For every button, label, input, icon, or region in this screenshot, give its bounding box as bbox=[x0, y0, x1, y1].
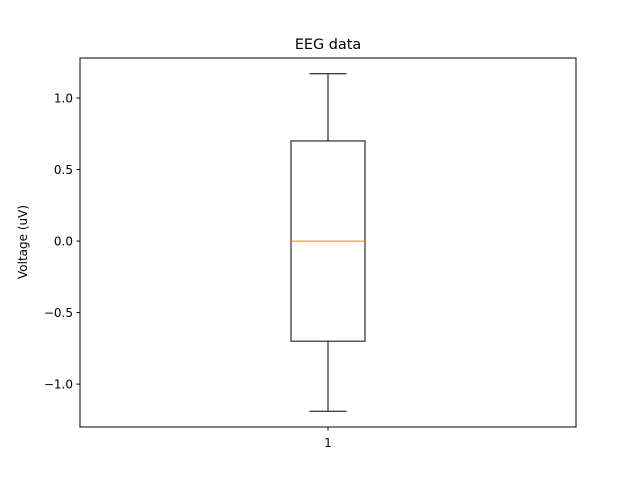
x-tick-label: 1 bbox=[324, 436, 332, 450]
x-axis-ticks: 1 bbox=[324, 427, 332, 450]
box-series bbox=[290, 73, 366, 412]
y-tick-label: −1.0 bbox=[44, 377, 73, 391]
y-axis-ticks: −1.0 −0.5 0.0 0.5 1.0 bbox=[44, 91, 80, 391]
y-axis-label: Voltage (uV) bbox=[16, 205, 30, 279]
y-tick-label: 0.5 bbox=[54, 163, 73, 177]
chart-title: EEG data bbox=[295, 37, 361, 53]
plot-area-frame bbox=[79, 57, 577, 428]
box-group bbox=[290, 73, 366, 412]
y-tick-label: −0.5 bbox=[44, 306, 73, 320]
y-tick-label: 1.0 bbox=[54, 91, 73, 105]
y-tick-label: 0.0 bbox=[54, 234, 73, 248]
